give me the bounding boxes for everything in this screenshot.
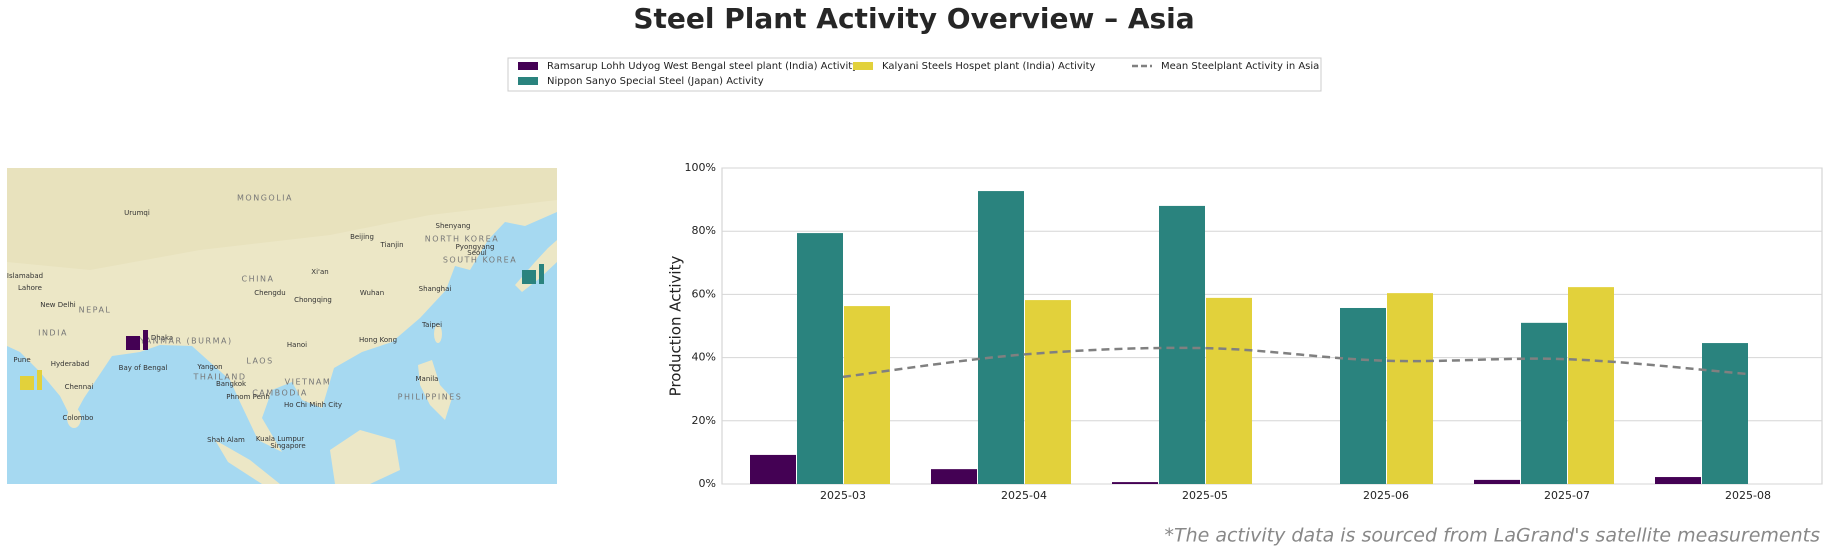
map-label: Kuala Lumpur: [256, 435, 304, 443]
map-label: THAILAND: [193, 373, 247, 382]
map-label: Tianjin: [379, 241, 403, 249]
y-tick-label: 60%: [692, 287, 716, 300]
borneo: [330, 430, 400, 484]
map-label: Xi'an: [311, 268, 328, 276]
bar: [1025, 300, 1071, 484]
x-tick-label: 2025-03: [820, 489, 866, 502]
legend-label: Nippon Sanyo Special Steel (Japan) Activ…: [547, 76, 764, 87]
map-label: Manila: [416, 375, 439, 383]
map-label: Islamabad: [7, 272, 43, 280]
legend-label: Kalyani Steels Hospet plant (India) Acti…: [882, 61, 1096, 72]
bar: [1521, 322, 1567, 484]
map-label: Colombo: [63, 414, 94, 422]
bar: [1340, 307, 1386, 484]
plant-marker: [126, 330, 148, 350]
map: Urumqi MONGOLIA Shenyang Beijing Tianjin NORT…: [7, 168, 557, 484]
map-label: Wuhan: [360, 289, 384, 297]
map-label: Taipei: [421, 321, 442, 329]
legend: [507, 57, 1322, 92]
sumatra: [215, 440, 280, 484]
legend-swatch: [518, 62, 538, 70]
bar: [1206, 297, 1252, 484]
map-label: New Delhi: [40, 301, 76, 309]
bar: [1568, 287, 1614, 484]
y-tick-label: 20%: [692, 414, 716, 427]
map-label: Hyderabad: [51, 360, 90, 368]
bar: [1159, 205, 1205, 485]
bar: [1387, 293, 1433, 484]
map-label: PHILIPPINES: [398, 393, 463, 402]
map-label: Hong Kong: [359, 336, 397, 344]
map-label: Phnom Penh: [226, 393, 270, 401]
x-tick-label: 2025-06: [1363, 489, 1409, 502]
map-label: Singapore: [270, 442, 305, 450]
x-tick-label: 2025-08: [1725, 489, 1771, 502]
plant-marker: [20, 370, 42, 390]
bar: [797, 233, 843, 484]
map-label: Seoul: [467, 249, 486, 257]
map-label: CHINA: [242, 275, 275, 284]
bar: [844, 306, 890, 484]
y-tick-label: 100%: [685, 161, 716, 174]
map-label: Bangkok: [216, 380, 247, 388]
map-label: Bay of Bengal: [119, 364, 168, 372]
x-tick-label: 2025-05: [1182, 489, 1228, 502]
sri-lanka: [67, 408, 81, 428]
map-label: Hanoi: [287, 341, 307, 349]
legend-label: Mean Steelplant Activity in Asia: [1161, 61, 1319, 72]
mean-line: [842, 346, 1749, 379]
map-label: MYANMAR (BURMA): [131, 337, 232, 346]
y-axis-label: Production Activity: [667, 256, 685, 397]
taiwan: [434, 325, 442, 343]
bar: [931, 469, 977, 484]
legend-swatch: [853, 62, 873, 70]
map-label: Shanghai: [419, 285, 452, 293]
map-label: NORTH KOREA: [425, 235, 499, 244]
legend-swatch: [518, 77, 538, 85]
chart-title: Steel Plant Activity Overview – Asia: [633, 2, 1194, 35]
bar: [1112, 482, 1158, 484]
x-tick-label: 2025-04: [1001, 489, 1047, 502]
footnote: *The activity data is sourced from LaGra…: [1164, 525, 1820, 547]
map-label: Shah Alam: [207, 436, 245, 444]
legend-label: Ramsarup Lohh Udyog West Bengal steel pl…: [547, 61, 858, 72]
bar: [1474, 479, 1520, 484]
bar: [978, 191, 1024, 484]
map-label: Beijing: [350, 233, 374, 241]
map-label: SOUTH KOREA: [443, 256, 517, 265]
philippines: [418, 360, 452, 420]
y-tick-label: 80%: [692, 224, 716, 237]
map-label: LAOS: [246, 357, 273, 366]
map-label: Pune: [13, 356, 30, 364]
map-label: MONGOLIA: [237, 194, 293, 203]
map-label: VIETNAM: [285, 378, 332, 387]
map-label: Chengdu: [254, 289, 285, 297]
map-label: Chennai: [65, 383, 94, 391]
map-label: Urumqi: [124, 209, 150, 217]
map-label: Ho Chi Minh City: [284, 401, 342, 409]
map-label: Pyongyang: [456, 243, 495, 251]
y-tick-label: 0%: [699, 477, 716, 490]
bar: [1702, 343, 1748, 484]
map-label: Chongqing: [294, 296, 332, 304]
map-label: Yangon: [196, 363, 222, 371]
map-label: Dhaka: [151, 334, 173, 342]
land-north: [7, 168, 557, 270]
map-label: Lahore: [18, 284, 42, 292]
map-label: Shenyang: [436, 222, 471, 230]
map-label: INDIA: [38, 329, 68, 338]
plant-marker: [522, 264, 544, 284]
map-label: CAMBODIA: [252, 389, 308, 398]
map-label: NEPAL: [79, 306, 112, 315]
bar: [750, 454, 796, 484]
bar: [1655, 477, 1701, 484]
x-tick-label: 2025-07: [1544, 489, 1590, 502]
y-tick-label: 40%: [692, 351, 716, 364]
